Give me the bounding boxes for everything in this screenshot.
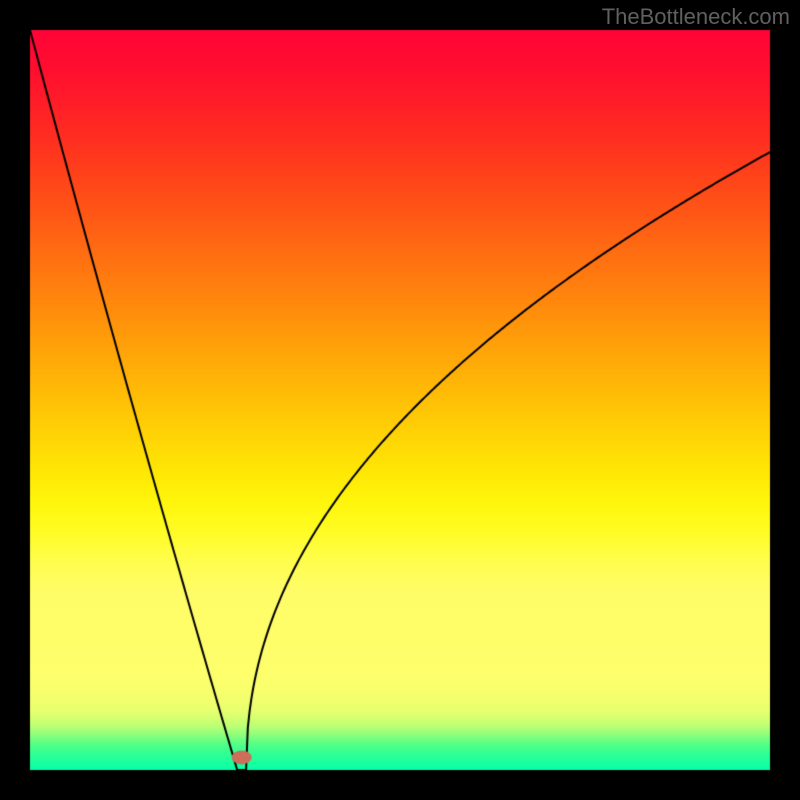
bottleneck-chart [0,0,800,800]
chart-root: TheBottleneck.com [0,0,800,800]
watermark-text: TheBottleneck.com [602,4,790,30]
